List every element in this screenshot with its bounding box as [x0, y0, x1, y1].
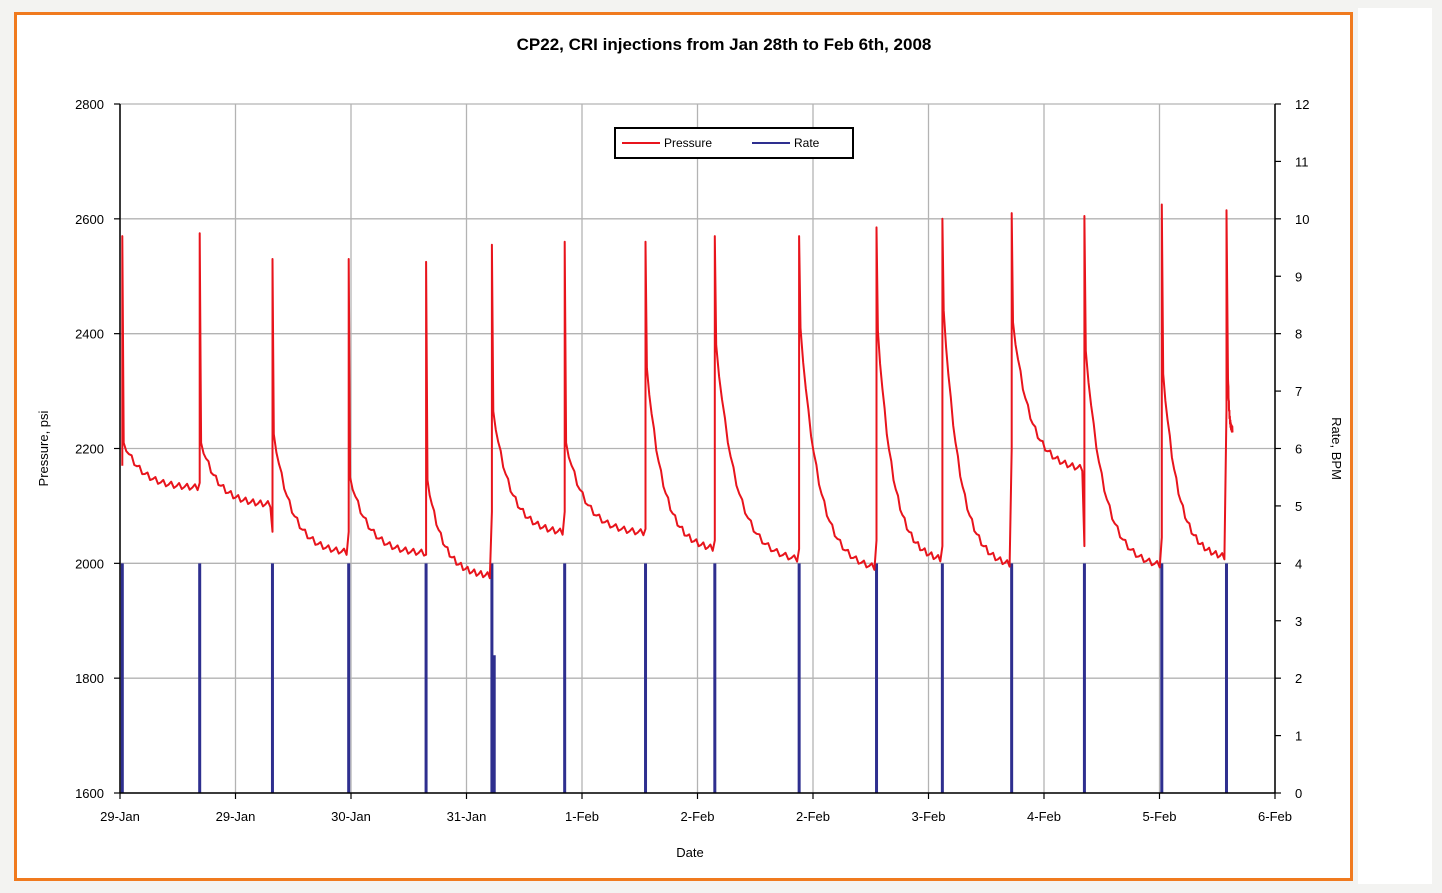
y-right-tick-label: 2 — [1295, 671, 1302, 686]
y-left-tick-label: 2400 — [75, 327, 104, 342]
x-tick-label: 30-Jan — [331, 809, 371, 824]
legend-label-rate: Rate — [794, 136, 820, 150]
x-tick-label: 3-Feb — [912, 809, 946, 824]
x-tick-label: 1-Feb — [565, 809, 599, 824]
x-tick-label: 29-Jan — [216, 809, 256, 824]
legend-label-pressure: Pressure — [664, 136, 712, 150]
y-right-tick-label: 5 — [1295, 499, 1302, 514]
y-left-tick-label: 2000 — [75, 556, 104, 571]
y-left-tick-label: 2200 — [75, 442, 104, 457]
y-right-tick-label: 4 — [1295, 556, 1302, 571]
y-right-tick-label: 12 — [1295, 97, 1309, 112]
y-right-tick-label: 3 — [1295, 614, 1302, 629]
y-right-tick-label: 7 — [1295, 384, 1302, 399]
x-tick-label: 29-Jan — [100, 809, 140, 824]
y-left-tick-label: 1600 — [75, 786, 104, 801]
y-right-tick-label: 1 — [1295, 729, 1302, 744]
right-margin-panel — [1358, 8, 1432, 884]
x-tick-label: 2-Feb — [796, 809, 830, 824]
y-axis-left-title: Pressure, psi — [36, 410, 51, 486]
x-tick-label: 4-Feb — [1027, 809, 1061, 824]
pressure-line — [121, 203, 1234, 580]
y-axis-right-title: Rate, BPM — [1329, 417, 1344, 480]
y-right-tick-label: 8 — [1295, 327, 1302, 342]
axes: 29-Jan 29-Jan 30-Jan 31-Jan 1-Feb 2-Feb 2-Feb 3… — [75, 97, 1309, 824]
grid — [119, 103, 1276, 794]
y-right-tick-label: 11 — [1295, 154, 1309, 169]
y-left-tick-label: 2600 — [75, 212, 104, 227]
x-tick-label: 5-Feb — [1143, 809, 1177, 824]
y-right-tick-label: 10 — [1295, 212, 1309, 227]
y-right-tick-label: 9 — [1295, 269, 1302, 284]
x-tick-label: 31-Jan — [447, 809, 487, 824]
y-right-tick-label: 6 — [1295, 442, 1302, 457]
x-tick-label: 2-Feb — [681, 809, 715, 824]
x-tick-label: 6-Feb — [1258, 809, 1292, 824]
pressure-series — [121, 203, 1234, 580]
chart-title: CP22, CRI injections from Jan 28th to Fe… — [517, 35, 932, 54]
y-right-tick-label: 0 — [1295, 786, 1302, 801]
rate-series — [120, 563, 1228, 793]
x-axis-title: Date — [676, 845, 703, 860]
y-left-tick-label: 1800 — [75, 671, 104, 686]
y-left-tick-label: 2800 — [75, 97, 104, 112]
legend: Pressure Rate — [614, 127, 854, 159]
